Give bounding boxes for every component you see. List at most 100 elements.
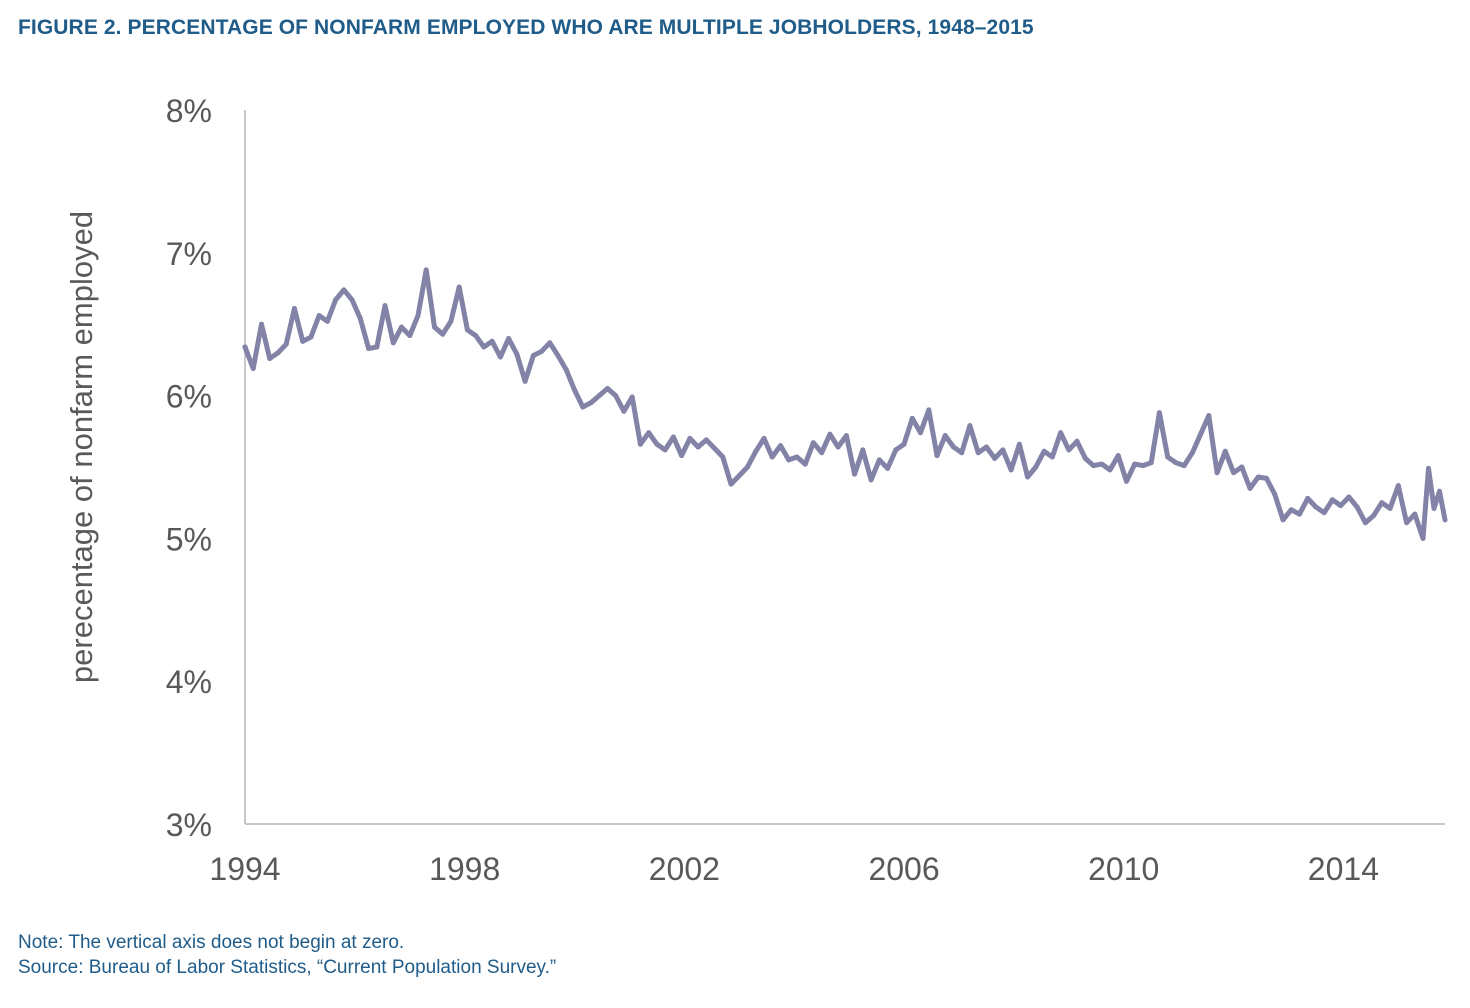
data-point — [761, 435, 767, 441]
data-point — [769, 454, 775, 460]
data-point — [481, 344, 487, 350]
x-tick-label: 2006 — [868, 851, 939, 887]
notes-block: Note: The vertical axis does not begin a… — [18, 930, 556, 980]
x-tick-label: 2010 — [1088, 851, 1159, 887]
data-point — [1247, 485, 1253, 491]
data-point — [374, 344, 380, 350]
data-point — [1280, 517, 1286, 523]
data-point — [349, 297, 355, 303]
data-point — [1025, 474, 1031, 480]
data-point — [291, 306, 297, 311]
data-point — [267, 356, 273, 361]
data-point — [283, 341, 289, 347]
data-point — [390, 340, 396, 346]
data-point — [366, 346, 372, 351]
data-point — [934, 453, 940, 459]
data-point — [909, 415, 915, 421]
data-point — [464, 327, 470, 333]
data-point — [1404, 520, 1410, 526]
x-tick-label: 1994 — [209, 851, 280, 887]
data-point — [852, 471, 858, 477]
data-point — [959, 450, 965, 456]
data-point — [316, 313, 322, 319]
data-point — [646, 430, 652, 436]
data-point — [736, 473, 742, 479]
data-point — [415, 313, 421, 319]
data-point — [662, 447, 668, 453]
data-point — [745, 464, 750, 470]
data-point — [539, 348, 545, 354]
y-tick-label: 5% — [166, 521, 212, 557]
data-point — [654, 441, 660, 447]
data-point — [613, 393, 619, 399]
data-point — [259, 321, 264, 327]
data-point — [1346, 494, 1352, 500]
data-point — [530, 353, 536, 359]
data-point — [778, 443, 783, 449]
data-point — [728, 481, 734, 487]
data-point — [580, 404, 586, 410]
data-point — [489, 338, 495, 344]
x-tick-labels: 1994 1998 2002 2006 2010 2014 — [209, 851, 1379, 887]
data-point — [1074, 438, 1080, 444]
data-point — [1173, 460, 1179, 466]
data-point — [786, 457, 792, 463]
data-point — [1016, 441, 1022, 447]
line-chart: 3% 4% 5% 6% 7% 8% 1994 1998 2002 2006 2010 2014 pe… — [64, 93, 1448, 887]
data-point — [876, 457, 882, 463]
data-point — [1058, 430, 1064, 436]
data-point — [942, 433, 948, 439]
data-point — [802, 461, 808, 467]
data-point — [1387, 505, 1393, 511]
data-point — [341, 287, 347, 293]
data-point — [1338, 503, 1344, 509]
data-point — [753, 448, 759, 454]
data-point — [885, 465, 891, 471]
data-point — [1362, 520, 1368, 526]
data-point — [1264, 475, 1269, 481]
data-points — [242, 267, 1448, 541]
data-point — [1041, 448, 1047, 454]
data-point — [1008, 467, 1014, 473]
data-point — [1426, 465, 1431, 471]
data-point — [860, 447, 866, 453]
data-point — [1437, 488, 1442, 494]
data-point — [703, 437, 709, 443]
data-point — [827, 431, 833, 437]
data-point — [382, 303, 388, 309]
data-point — [588, 400, 594, 406]
data-point — [868, 477, 874, 483]
data-point — [563, 367, 569, 373]
data-point — [1313, 504, 1319, 510]
data-point — [432, 324, 437, 330]
data-point — [1115, 453, 1121, 459]
data-point — [555, 353, 561, 359]
y-tick-labels: 3% 4% 5% 6% 7% 8% — [166, 93, 212, 843]
data-point — [1321, 510, 1327, 516]
data-point — [918, 430, 923, 436]
data-point — [423, 267, 429, 273]
data-point — [1255, 474, 1261, 480]
data-point — [440, 331, 446, 337]
data-point — [547, 340, 553, 346]
data-point — [951, 444, 956, 450]
data-point — [1181, 463, 1187, 469]
data-point — [843, 433, 849, 439]
data-point — [1189, 450, 1195, 456]
data-point — [456, 284, 462, 290]
data-point — [1049, 454, 1055, 460]
data-point — [975, 450, 981, 456]
series-line — [242, 267, 1448, 541]
data-point — [300, 338, 306, 344]
data-point — [637, 441, 643, 447]
data-point — [621, 408, 627, 414]
data-point — [670, 434, 676, 440]
data-point — [1288, 507, 1294, 513]
data-point — [1000, 447, 1006, 453]
y-tick-label: 6% — [166, 379, 212, 415]
data-point — [901, 441, 907, 447]
data-point — [629, 394, 635, 400]
data-point — [1214, 470, 1220, 476]
data-point — [1140, 463, 1146, 469]
data-point — [1156, 410, 1162, 416]
